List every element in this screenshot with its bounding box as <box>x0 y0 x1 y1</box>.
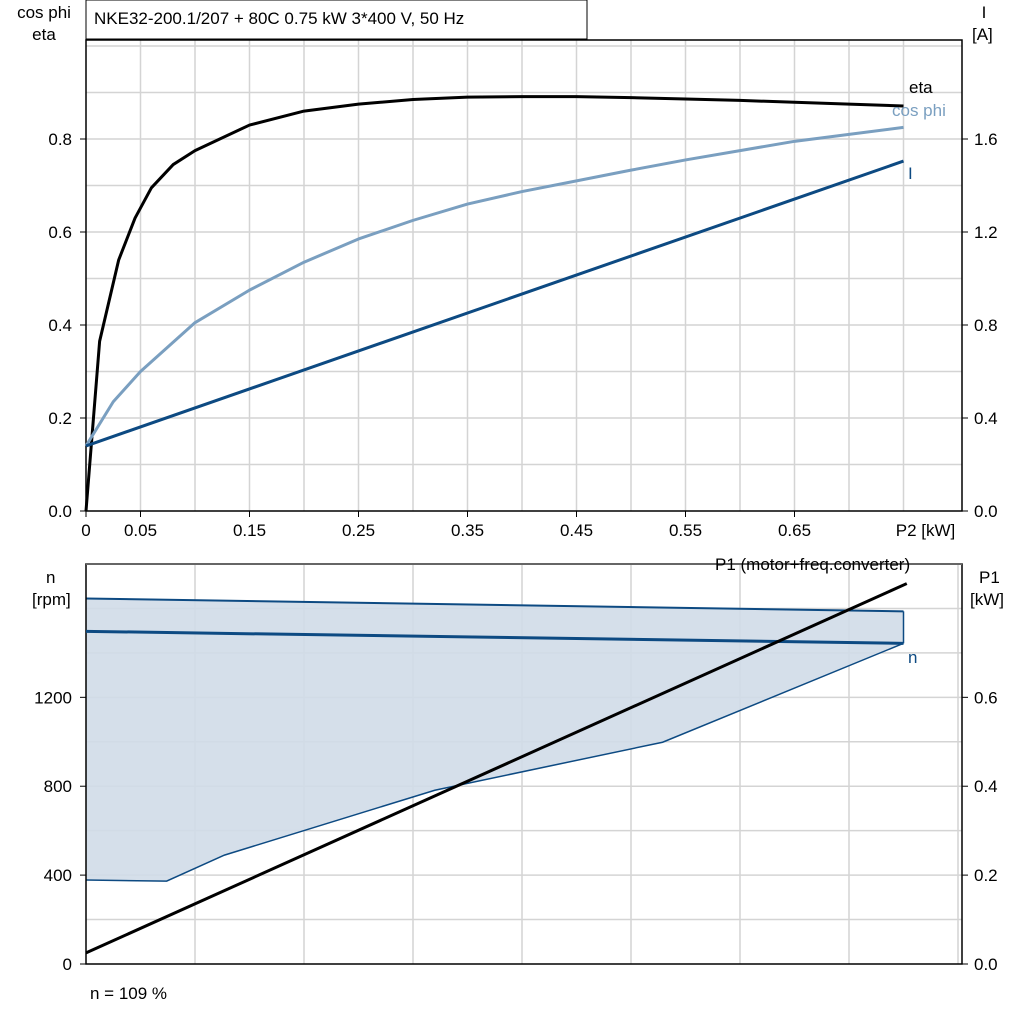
y-right-tick-label: 0.0 <box>974 955 998 974</box>
eta-label: eta <box>909 78 933 97</box>
x-tick-label: 0.35 <box>451 521 484 540</box>
right-axis-label: [kW] <box>970 590 1004 609</box>
y-left-tick-label: 0.4 <box>48 316 72 335</box>
speed-min-line <box>85 642 904 882</box>
y-right-tick-label: 1.2 <box>974 223 998 242</box>
y-left-tick-label: 0.2 <box>48 409 72 428</box>
left-axis-label: eta <box>32 25 56 44</box>
current-curve <box>85 159 904 448</box>
right-axis-label: I <box>982 3 987 22</box>
plot-frame-top <box>85 39 963 512</box>
x-tick-label: 0.55 <box>669 521 702 540</box>
speed-curve <box>85 629 904 645</box>
y-left-tick-label: 0.0 <box>48 502 72 521</box>
cos-phi-label: cos phi <box>892 101 946 120</box>
speed-max-line <box>85 597 904 613</box>
cos-phi-curve <box>84 125 904 447</box>
y-right-tick-label: 0.8 <box>974 316 998 335</box>
speed-label: n <box>908 648 917 667</box>
speed-range-band <box>86 598 904 882</box>
x-tick-label: 0.65 <box>778 521 811 540</box>
y-right-tick-label: 0.2 <box>974 866 998 885</box>
x-axis-label: P2 [kW] <box>896 521 956 540</box>
y-right-tick-label: 1.6 <box>974 130 998 149</box>
left-axis-label: [rpm] <box>32 590 71 609</box>
y-left-tick-label: 0.6 <box>48 223 72 242</box>
x-tick-label: 0.25 <box>342 521 375 540</box>
y-left-tick-label: 1200 <box>34 688 72 707</box>
p1-curve <box>85 582 908 955</box>
y-left-tick-label: 800 <box>44 777 72 796</box>
left-axis-label: n <box>46 568 55 587</box>
right-axis-label: P1 <box>979 568 1000 587</box>
y-right-tick-label: 0.0 <box>974 502 998 521</box>
y-left-tick-label: 0 <box>63 955 72 974</box>
current-label: I <box>908 164 913 183</box>
eta-curve <box>84 95 904 512</box>
y-right-tick-label: 0.4 <box>974 777 998 796</box>
x-tick-label: 0.15 <box>233 521 266 540</box>
y-left-tick-label: 400 <box>44 866 72 885</box>
y-right-tick-label: 0.4 <box>974 409 998 428</box>
x-tick-label: 0.45 <box>560 521 593 540</box>
chart-title: NKE32-200.1/207 + 80C 0.75 kW 3*400 V, 5… <box>94 9 464 28</box>
x-tick-label: 0.05 <box>124 521 157 540</box>
p1-label: P1 (motor+freq.converter) <box>715 555 910 574</box>
x-tick-label: 0 <box>81 521 90 540</box>
title-box <box>85 0 588 40</box>
left-axis-label: cos phi <box>17 3 71 22</box>
y-right-tick-label: 0.6 <box>974 688 998 707</box>
speed-percent-annotation: n = 109 % <box>90 984 167 1003</box>
right-axis-label: [A] <box>972 25 993 44</box>
y-left-tick-label: 0.8 <box>48 130 72 149</box>
